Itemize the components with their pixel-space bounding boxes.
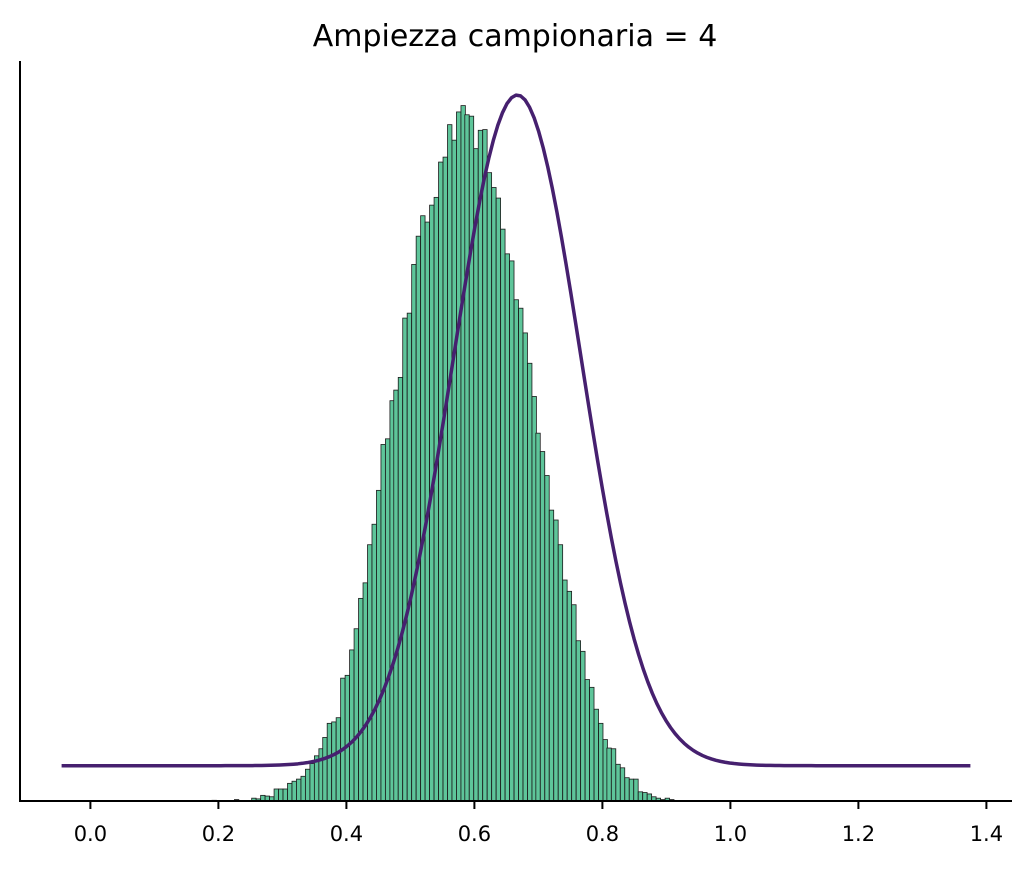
histogram-bar [580,650,586,802]
x-tick-label: 1.4 [970,822,1003,846]
histogram-bar [553,519,559,802]
histogram-bar [371,523,377,802]
histogram-bar [628,778,635,802]
histogram-bar [300,775,306,802]
histogram-bar [504,253,510,802]
histogram-bar [495,197,501,802]
histogram-bar [397,376,404,802]
histogram-bar [589,686,595,802]
histogram-bar [637,791,644,802]
histogram-bar [331,721,337,802]
histogram-bar [593,708,599,802]
histogram-bar [335,717,341,802]
histogram-bar [518,307,524,802]
histogram-bar [606,747,612,802]
histogram-bar [353,628,359,802]
density-curve [61,93,971,768]
histogram-bar [296,778,302,802]
x-tick-label: 1.0 [714,822,747,846]
x-tick-label: 0.6 [458,822,491,846]
histogram-bar [447,124,453,802]
histogram-bar [358,597,364,802]
histogram-bar [344,674,350,802]
histogram-bar [380,444,386,802]
histogram-bar [282,788,288,802]
histogram-bar [420,215,426,802]
histogram-bar [309,763,315,802]
histogram-bar [464,114,470,802]
histogram-bar [287,782,293,802]
histogram-bar [273,788,279,802]
x-tick-label: 1.2 [842,822,875,846]
histogram-bar [393,389,399,802]
histogram-bar [456,111,462,802]
histogram-bar [491,187,497,802]
histogram-bar [415,235,421,802]
histogram-bar [548,509,555,802]
histogram-bar [326,722,333,802]
histogram-bar [406,312,413,802]
histogram-bar [482,129,488,802]
histogram-bar [557,544,564,802]
histogram-bar [571,604,577,802]
histogram-bar [438,161,444,802]
histogram-bar [385,438,391,802]
histogram-bar [522,332,528,802]
histogram-bar [539,451,546,802]
histogram-bar [646,793,653,802]
histogram-bar [598,722,604,802]
histogram-bar [411,264,417,802]
x-tick-label: 0.4 [330,822,363,846]
histogram-bar [642,792,648,802]
x-tick-label: 0.8 [586,822,619,846]
histogram-bar [291,780,297,802]
histogram-bar [322,737,328,802]
histogram-bar [615,763,621,802]
histogram-bar [362,582,368,802]
histogram-bar [527,362,533,802]
histogram-bar [513,299,519,802]
histogram-bar [509,260,515,802]
histogram-bar [544,475,550,802]
histogram-bar [433,196,439,802]
x-tick-label: 0.2 [202,822,235,846]
histogram-bar [340,677,346,802]
histogram-bar [468,115,475,802]
histogram-bar [610,748,617,802]
histogram-bar [535,432,541,802]
histogram-bar [566,590,573,802]
histogram-bar [349,649,355,802]
histogram-bars [211,105,675,802]
histogram-bar [473,148,479,802]
histogram-bar [367,544,373,802]
histogram-bar [575,640,581,802]
histogram-bar [584,679,590,802]
histogram-bar [486,172,493,802]
histogram-bar [562,579,568,802]
x-axis-ticks: 0.0 0.2 0.4 0.6 0.8 1.0 1.2 1.4 [74,801,1003,846]
histogram-bar [451,139,457,802]
histogram-bar [624,777,630,802]
histogram-bar [402,317,408,802]
chart-title: Ampiezza campionaria = 4 [313,19,718,54]
x-tick-label: 0.0 [74,822,107,846]
histogram-bar [305,768,311,802]
histogram-bar [633,778,639,802]
histogram-bar [500,228,506,802]
histogram-bar [376,489,382,802]
histogram-bar [278,788,284,802]
histogram-bar [619,767,626,802]
histogram-bar [442,156,448,802]
histogram-bar [477,129,484,802]
